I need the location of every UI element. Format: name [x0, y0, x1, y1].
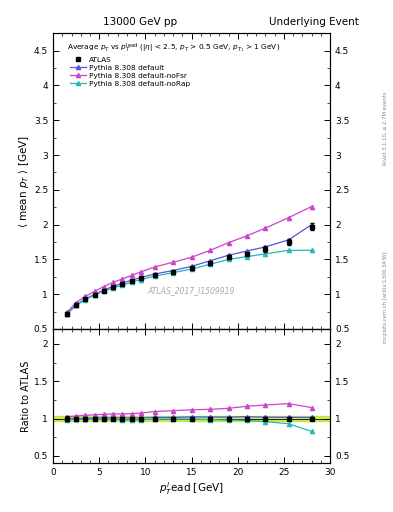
- Y-axis label: $\langle$ mean $p_T$ $\rangle$ [GeV]: $\langle$ mean $p_T$ $\rangle$ [GeV]: [17, 135, 31, 227]
- X-axis label: $p_T^l$ead [GeV]: $p_T^l$ead [GeV]: [159, 480, 224, 497]
- Text: ATLAS_2017_I1509919: ATLAS_2017_I1509919: [148, 286, 235, 295]
- Text: mcplots.cern.ch [arXiv:1306.3436]: mcplots.cern.ch [arXiv:1306.3436]: [383, 251, 388, 343]
- Bar: [53, 416, 330, 421]
- Y-axis label: Ratio to ATLAS: Ratio to ATLAS: [21, 360, 31, 432]
- Text: Rivet 3.1.10, ≥ 2.7M events: Rivet 3.1.10, ≥ 2.7M events: [383, 91, 388, 165]
- Text: 13000 GeV pp: 13000 GeV pp: [103, 17, 177, 27]
- Legend: ATLAS, Pythia 8.308 default, Pythia 8.308 default-noFsr, Pythia 8.308 default-no: ATLAS, Pythia 8.308 default, Pythia 8.30…: [67, 54, 193, 90]
- Text: Underlying Event: Underlying Event: [269, 17, 359, 27]
- Text: Average $p_T$ vs $p_T^{\rm lead}$ ($|\eta|$ < 2.5, $p_T$ > 0.5 GeV, $p_{T_1}$ > : Average $p_T$ vs $p_T^{\rm lead}$ ($|\et…: [67, 42, 280, 55]
